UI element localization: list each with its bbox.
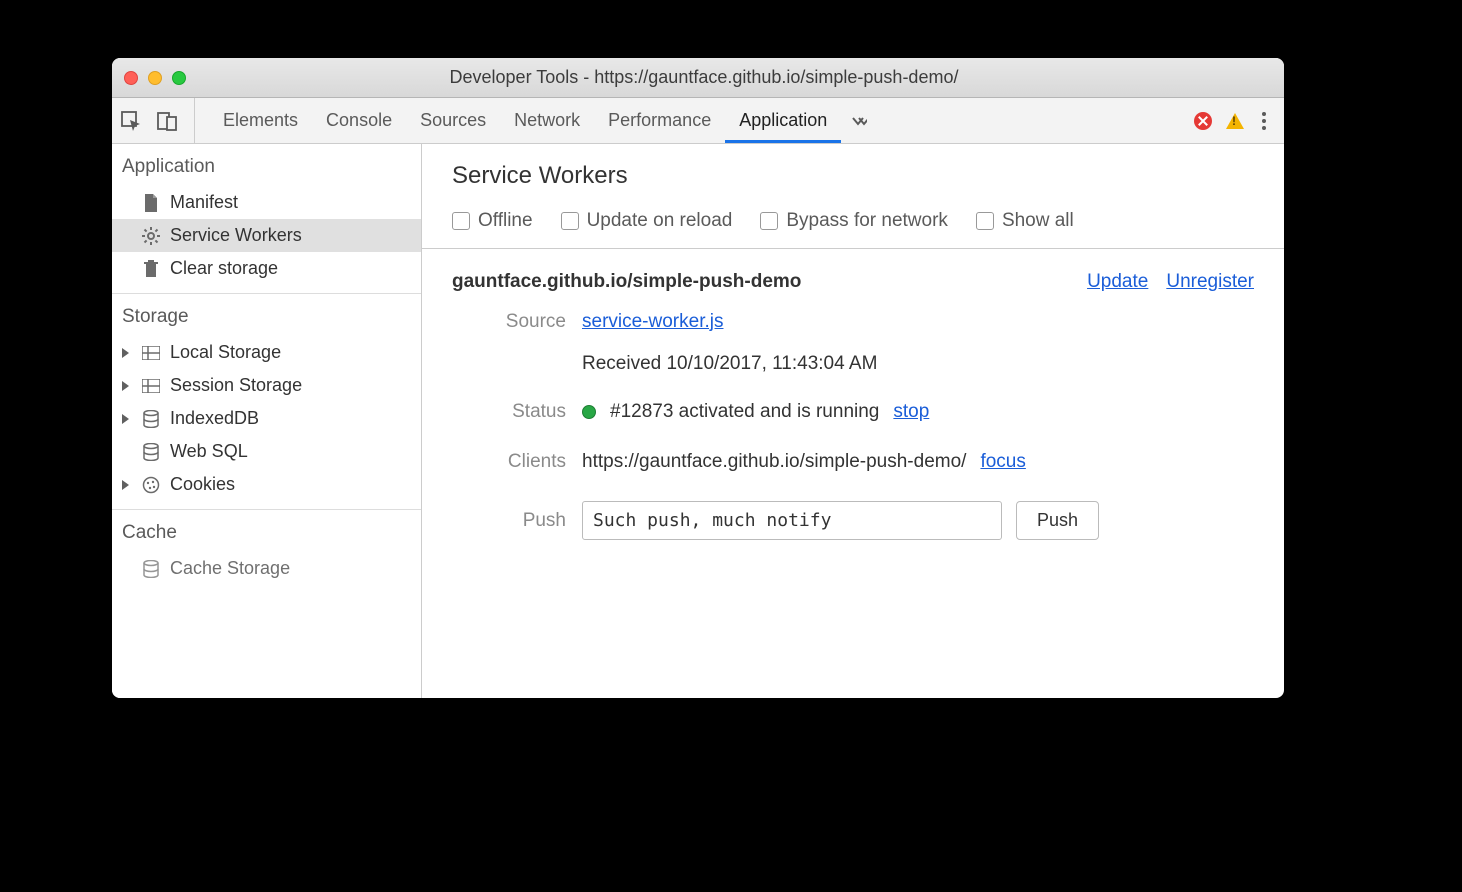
sw-details-grid: Source service-worker.js Received 10/10/… [422,311,1284,578]
sw-row-push: Push Push [452,501,1254,540]
device-toggle-icon[interactable] [156,110,178,132]
sidebar-item-label: Clear storage [170,258,278,279]
unregister-link[interactable]: Unregister [1166,271,1254,293]
sw-clients-label: Clients [452,451,582,473]
sidebar-item-label: IndexedDB [170,408,259,429]
sw-row-clients: Clients https://gauntface.github.io/simp… [452,451,1254,473]
checkbox-label: Bypass for network [786,210,948,232]
sidebar-item-clear-storage[interactable]: Clear storage [112,252,421,285]
checkbox-label: Offline [478,210,533,232]
sw-client-url: https://gauntface.github.io/simple-push-… [582,451,966,473]
sidebar-item-label: Manifest [170,192,238,213]
sidebar-item-label: Local Storage [170,342,281,363]
tab-sources[interactable]: Sources [406,98,500,143]
sidebar-item-cache-storage[interactable]: Cache Storage [112,552,421,585]
sw-push-label: Push [452,510,582,532]
sidebar-item-manifest[interactable]: Manifest [112,186,421,219]
sw-status-label: Status [452,401,582,423]
checkbox-label: Update on reload [587,210,733,232]
application-sidebar: Application Manifest Service Workers Cle… [112,144,422,698]
errors-icon[interactable] [1194,112,1212,130]
warnings-icon[interactable] [1226,113,1244,129]
update-link[interactable]: Update [1087,271,1148,293]
sw-source-received: Received 10/10/2017, 11:43:04 AM [582,353,877,375]
sidebar-item-session-storage[interactable]: Session Storage [112,369,421,402]
checkbox-bypass-for-network[interactable]: Bypass for network [760,210,948,232]
database-icon [142,560,160,578]
toolbar-left-icons [120,98,195,143]
sw-scope-header: gauntface.github.io/simple-push-demo Upd… [422,249,1284,311]
inspect-icon[interactable] [120,110,142,132]
window-title: Developer Tools - https://gauntface.gith… [136,67,1272,88]
sw-scope: gauntface.github.io/simple-push-demo [452,271,801,293]
sidebar-item-label: Cookies [170,474,235,495]
panel-header: Service Workers Offline Update on reload… [422,144,1284,249]
checkbox-offline[interactable]: Offline [452,210,533,232]
tab-network[interactable]: Network [500,98,594,143]
sidebar-item-label: Web SQL [170,441,248,462]
database-icon [142,410,160,428]
devtools-tabs: Elements Console Sources Network Perform… [209,98,875,143]
sidebar-item-local-storage[interactable]: Local Storage [112,336,421,369]
checkbox-icon [760,212,778,230]
tabs-overflow-button[interactable] [841,98,875,143]
file-icon [142,194,160,212]
service-workers-panel: Service Workers Offline Update on reload… [422,144,1284,698]
cookie-icon [142,476,160,494]
sw-status-text: #12873 activated and is running [610,401,879,423]
sidebar-item-label: Cache Storage [170,558,290,579]
sw-source-file-link[interactable]: service-worker.js [582,311,723,333]
sidebar-item-label: Service Workers [170,225,302,246]
sidebar-item-cookies[interactable]: Cookies [112,468,421,501]
sw-source-label: Source [452,311,582,333]
sidebar-section-application: Application [112,144,421,186]
gear-icon [142,227,160,245]
checkbox-icon [561,212,579,230]
toolbar-right [1188,108,1276,134]
panel-title: Service Workers [452,162,1254,190]
grid-icon [142,346,160,360]
sidebar-item-indexeddb[interactable]: IndexedDB [112,402,421,435]
tab-performance[interactable]: Performance [594,98,725,143]
sidebar-item-label: Session Storage [170,375,302,396]
sw-row-status: Status #12873 activated and is running s… [452,401,1254,423]
tab-console[interactable]: Console [312,98,406,143]
checkbox-show-all[interactable]: Show all [976,210,1074,232]
tab-elements[interactable]: Elements [209,98,312,143]
sw-focus-link[interactable]: focus [980,451,1025,473]
trash-icon [142,260,160,278]
checkbox-icon [976,212,994,230]
titlebar: Developer Tools - https://gauntface.gith… [112,58,1284,98]
sidebar-section-storage: Storage [112,294,421,336]
database-icon [142,443,160,461]
sw-options-row: Offline Update on reload Bypass for netw… [452,210,1254,232]
sidebar-item-service-workers[interactable]: Service Workers [112,219,421,252]
checkbox-label: Show all [1002,210,1074,232]
push-message-input[interactable] [582,501,1002,540]
grid-icon [142,379,160,393]
sw-row-source: Source service-worker.js Received 10/10/… [452,311,1254,375]
status-dot-icon [582,405,596,419]
sidebar-section-cache: Cache [112,510,421,552]
sidebar-item-web-sql[interactable]: Web SQL [112,435,421,468]
devtools-body: Application Manifest Service Workers Cle… [112,144,1284,698]
sw-scope-actions: Update Unregister [1087,271,1254,293]
checkbox-update-on-reload[interactable]: Update on reload [561,210,733,232]
sw-stop-link[interactable]: stop [893,401,929,423]
devtools-toolbar: Elements Console Sources Network Perform… [112,98,1284,144]
tab-application[interactable]: Application [725,98,841,143]
checkbox-icon [452,212,470,230]
devtools-window: Developer Tools - https://gauntface.gith… [112,58,1284,698]
push-button[interactable]: Push [1016,501,1099,540]
settings-menu-button[interactable] [1258,108,1270,134]
